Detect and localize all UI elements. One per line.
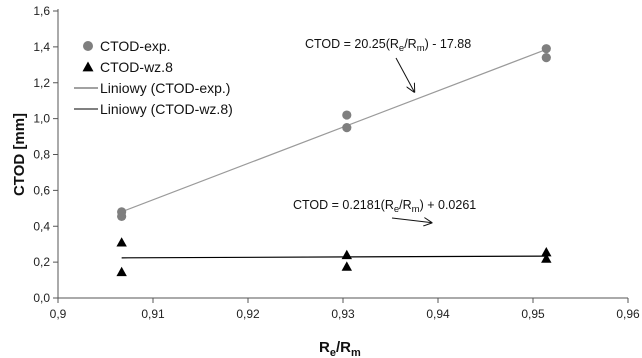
equation-part: /R <box>404 37 417 51</box>
point-circle <box>342 122 352 133</box>
x-tick-label: 0,9 <box>50 307 67 321</box>
point-triangle <box>541 253 552 263</box>
equation-part: m <box>412 204 420 215</box>
x-tick-label: 0,94 <box>426 307 450 321</box>
equation-part: m <box>417 43 425 54</box>
equation-part: CTOD = 20.25(R <box>305 37 399 51</box>
legend-label: CTOD-exp. <box>100 38 171 54</box>
axis-labels: CTOD [mm] Re/Rm <box>11 113 361 358</box>
legend-triangle-swatch <box>82 61 94 72</box>
annotation-arrow <box>391 218 431 223</box>
y-tick-label: 0,2 <box>33 255 50 269</box>
equation-part: ) - 17.88 <box>425 37 472 51</box>
y-tick-label: 0,4 <box>33 219 50 233</box>
x-tick-label: 0,91 <box>141 307 165 321</box>
equation-part: /R <box>399 198 412 212</box>
y-tick-label: 1,4 <box>33 40 50 54</box>
data-points <box>116 44 552 277</box>
legend-circle-swatch <box>83 41 93 51</box>
equation-part: CTOD = 0.2181(R <box>293 198 394 212</box>
point-circle <box>342 110 352 120</box>
x-axis-title-part: R <box>319 339 330 356</box>
point-triangle <box>541 247 552 257</box>
x-axis-title-part: /R <box>336 339 351 356</box>
annotation-arrow <box>395 57 414 92</box>
y-tick-label: 0,0 <box>33 291 50 305</box>
y-tick-label: 0,6 <box>33 183 50 197</box>
x-tick-label: 0,93 <box>331 307 355 321</box>
legend-label: CTOD-wz.8 <box>100 59 173 75</box>
point-circle <box>541 44 551 54</box>
x-tick-label: 0,96 <box>616 307 640 321</box>
trend-lines <box>121 48 547 259</box>
x-axis-title-part: e <box>330 347 336 358</box>
point-triangle <box>341 249 352 260</box>
trendline-equation: CTOD = 0.2181(Re/Rm) + 0.0261 <box>293 198 476 215</box>
legend-label: Liniowy (CTOD-wz.8) <box>100 101 233 117</box>
x-axis-title: Re/Rm <box>319 339 361 358</box>
axes: 0,0 0,2 0,4 0,6 0,8 1,0 1,2 1,4 1,6 0,9 0,91 0,92 0,… <box>33 4 640 321</box>
point-circle <box>117 211 127 221</box>
point-triangle <box>341 261 352 271</box>
trendline-equation: CTOD = 20.25(Re/Rm) - 17.88 <box>305 37 471 54</box>
trend-line-2 <box>121 48 547 213</box>
equation-part: ) + 0.0261 <box>420 198 477 212</box>
point-triangle <box>116 237 127 247</box>
y-tick-label: 1,2 <box>33 76 50 90</box>
y-tick-label: 1,0 <box>33 112 50 126</box>
point-triangle <box>116 266 127 277</box>
point-circle <box>541 53 551 63</box>
x-tick-label: 0,95 <box>521 307 545 321</box>
equation-part: e <box>399 43 404 54</box>
legend-label: Liniowy (CTOD-exp.) <box>100 80 230 96</box>
legend: CTOD-exp. CTOD-wz.8 Liniowy (CTOD-exp.) Lin… <box>74 38 233 117</box>
x-axis-title-part: m <box>351 347 361 358</box>
trend-line-3 <box>121 255 547 259</box>
equation-part: e <box>394 204 399 215</box>
x-tick-label: 0,92 <box>236 307 260 321</box>
y-tick-label: 0,8 <box>33 148 50 162</box>
y-axis-title: CTOD [mm] <box>11 113 28 196</box>
y-tick-label: 1,6 <box>33 4 50 18</box>
